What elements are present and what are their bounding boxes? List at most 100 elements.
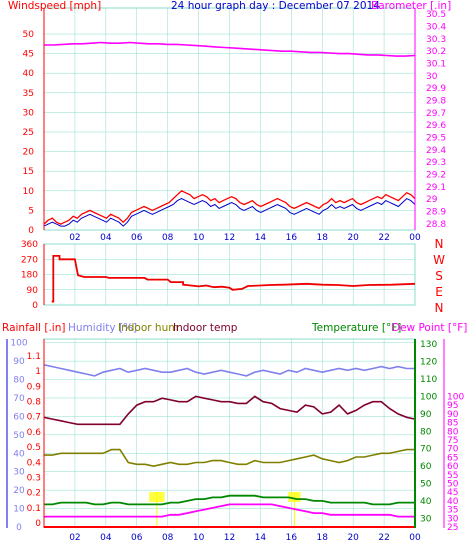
dewpoint-tick-label: 80 — [447, 427, 459, 437]
rain-tick-label: 1.1 — [27, 352, 41, 362]
humidity-tick-label: 10 — [13, 505, 25, 515]
temperature-tick-label: 120 — [420, 358, 437, 368]
wind-direction-series — [51, 254, 416, 303]
dewpoint-line — [44, 503, 415, 518]
temperature-tick-label: 80 — [420, 427, 432, 437]
windspeed-tick-label: 15 — [23, 167, 34, 177]
dewpoint-tick-label: 70 — [447, 445, 459, 455]
direction-tick-label: 90 — [27, 286, 39, 296]
temperature-tick-label: 30 — [420, 514, 432, 524]
x-tick-label: 04 — [100, 533, 112, 543]
rain-tick-label: 0.6 — [27, 428, 42, 438]
temp-humidity-series — [43, 364, 416, 528]
barometer-tick-label: 29.7 — [426, 109, 446, 119]
windspeed-tick-label: 0 — [28, 226, 34, 236]
x-tick-label: 00 — [409, 533, 421, 543]
x-tick-label: 18 — [317, 233, 329, 243]
direction-tick-label: 360 — [21, 240, 38, 250]
windspeed-tick-label: 30 — [23, 108, 35, 118]
x-tick-label: 06 — [131, 533, 143, 543]
x-tick-label: 02 — [69, 233, 80, 243]
rain-tick-label: 0.3 — [27, 473, 41, 483]
dewpoint-tick-label: 30 — [447, 514, 459, 524]
windspeed-axis-ticks: 0 5 10 15 20 25 30 35 40 45 50 — [23, 30, 35, 236]
humidity-tick-label: 40 — [13, 449, 25, 459]
windspeed-line — [43, 190, 416, 225]
dewpoint-tick-label: 65 — [447, 453, 458, 463]
barometer-tick-label: 29.6 — [426, 121, 446, 131]
humidity-tick-label: 70 — [13, 394, 25, 404]
barometer-tick-label: 29.4 — [426, 146, 446, 156]
compass-label: N — [435, 301, 444, 315]
barometer-tick-label: 30.5 — [426, 10, 446, 20]
windspeed-tick-label: 10 — [23, 187, 35, 197]
barometer-tick-label: 30.3 — [426, 35, 446, 45]
x-tick-label: 08 — [162, 533, 174, 543]
rain-axis-ticks: 0 0.1 0.2 0.3 0.4 0.5 0.6 0.7 0.8 0.9 1 1.1 — [27, 352, 42, 529]
temperature-tick-label: 90 — [420, 410, 432, 420]
barometer-tick-label: 29.9 — [426, 84, 446, 94]
barometer-tick-label: 29.3 — [426, 158, 446, 168]
wind-baro-x-ticks: 02 04 06 08 10 12 14 16 18 20 22 00 — [69, 233, 421, 243]
temperature-tick-label: 110 — [420, 375, 437, 385]
wind-baro-series — [43, 41, 416, 227]
barometer-tick-label: 29.5 — [426, 134, 446, 144]
direction-tick-label: 270 — [21, 255, 38, 265]
rain-tick-label: 0 — [35, 519, 41, 529]
indoor-hum-legend-label: Indoor hum — [118, 322, 178, 334]
indoor-temp-legend-label: Indoor temp — [173, 322, 238, 334]
rain-tick-label: 0.4 — [27, 458, 42, 468]
temperature-tick-label: 50 — [420, 479, 432, 489]
x-tick-label: 10 — [193, 533, 205, 543]
dewpoint-legend-label: Dew Point [°F] — [392, 322, 467, 334]
wind-direction-line — [51, 254, 416, 303]
dewpoint-tick-label: 85 — [447, 419, 458, 429]
barometer-tick-label: 29 — [426, 195, 438, 205]
humidity-legend-label: Humidity [%] — [68, 322, 137, 334]
rain-tick-label: 0.2 — [27, 489, 41, 499]
barometer-tick-label: 29.2 — [426, 171, 446, 181]
temperature-line — [44, 494, 415, 506]
barometer-tick-label: 28.9 — [426, 208, 446, 218]
windspeed-tick-label: 50 — [23, 30, 35, 40]
barometer-axis-label: Barometer [.in] — [371, 0, 451, 12]
compass-label: N — [435, 237, 444, 251]
dewpoint-tick-label: 40 — [447, 497, 459, 507]
direction-tick-label: 0 — [32, 301, 38, 311]
windspeed-tick-label: 5 — [28, 206, 34, 216]
humidity-tick-label: 80 — [13, 376, 25, 386]
windspeed-tick-label: 40 — [23, 69, 35, 79]
temperature-tick-label: 130 — [420, 340, 437, 350]
dewpoint-tick-label: 90 — [447, 410, 459, 420]
humidity-tick-label: 0 — [16, 523, 22, 533]
barometer-tick-label: 29.1 — [426, 183, 446, 193]
dewpoint-tick-label: 100 — [447, 392, 464, 402]
wind-baro-grid — [44, 8, 416, 231]
barometer-tick-label: 30 — [426, 72, 438, 82]
temperature-tick-label: 40 — [420, 497, 432, 507]
barometer-line — [44, 41, 416, 57]
dewpoint-tick-label: 35 — [447, 506, 458, 516]
humidity-line — [43, 364, 415, 377]
windspeed-tick-label: 35 — [23, 89, 34, 99]
windspeed-axis-label: Windspeed [mph] — [8, 0, 101, 12]
wind-direction-ticks: 0 90 180 270 360 — [21, 240, 38, 311]
compass-label: W — [433, 253, 445, 267]
barometer-tick-label: 30.2 — [426, 47, 446, 57]
x-tick-label: 02 — [69, 533, 80, 543]
windspeed-tick-label: 25 — [23, 128, 34, 138]
x-tick-label: 00 — [409, 233, 421, 243]
compass-label: E — [435, 285, 443, 299]
humidity-tick-label: 90 — [13, 357, 25, 367]
indoor-temperature-line — [43, 395, 416, 426]
rain-tick-label: 0.7 — [27, 413, 41, 423]
rain-tick-label: 0.9 — [27, 382, 42, 392]
x-tick-label: 12 — [224, 533, 235, 543]
barometer-tick-label: 30.4 — [426, 23, 446, 33]
x-tick-label: 04 — [100, 233, 112, 243]
rain-tick-label: 0.1 — [27, 504, 41, 514]
x-tick-label: 18 — [317, 533, 329, 543]
